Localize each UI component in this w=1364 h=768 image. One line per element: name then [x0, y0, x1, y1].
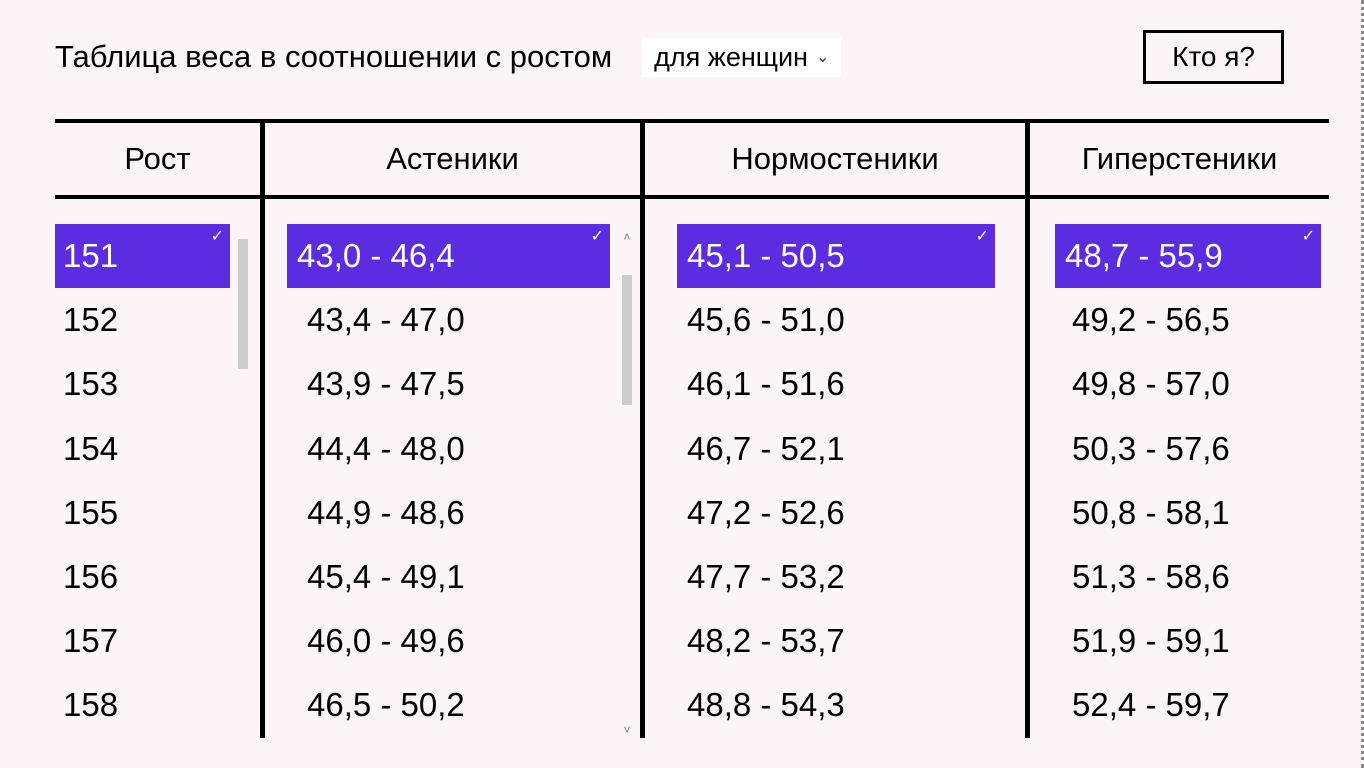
- normo-cell[interactable]: 47,2 - 52,6: [645, 481, 1025, 545]
- normo-column: 45,1 - 50,5 ✓ 45,6 - 51,0 46,1 - 51,6 46…: [640, 199, 1025, 738]
- asthenic-cell[interactable]: 43,9 - 47,5: [265, 352, 640, 416]
- asthenic-cell[interactable]: 46,5 - 50,2: [265, 673, 640, 737]
- hyper-list[interactable]: 48,7 - 55,9 ✓ 49,2 - 56,5 49,8 - 57,0 50…: [1030, 199, 1329, 738]
- height-cell[interactable]: 157: [55, 609, 260, 673]
- scrollbar[interactable]: ˄ ˅: [618, 229, 636, 738]
- scroll-down-icon[interactable]: ˅: [623, 722, 630, 738]
- hyper-cell[interactable]: 52,4 - 59,7: [1030, 673, 1329, 737]
- scroll-thumb[interactable]: [238, 239, 248, 369]
- asthenic-cell[interactable]: 44,9 - 48,6: [265, 481, 640, 545]
- hyper-cell[interactable]: 49,8 - 57,0: [1030, 352, 1329, 416]
- check-icon: ✓: [211, 226, 224, 248]
- scroll-thumb[interactable]: [622, 275, 632, 405]
- height-cell[interactable]: 151 ✓: [55, 224, 230, 288]
- asthenic-column: 43,0 - 46,4 ✓ 43,4 - 47,0 43,9 - 47,5 44…: [260, 199, 640, 738]
- scroll-up-icon[interactable]: ˄: [623, 229, 630, 245]
- normo-cell[interactable]: 46,7 - 52,1: [645, 417, 1025, 481]
- scrollbar[interactable]: [234, 229, 252, 758]
- hyper-cell[interactable]: 49,2 - 56,5: [1030, 288, 1329, 352]
- normo-cell[interactable]: 46,1 - 51,6: [645, 352, 1025, 416]
- col-header-height: Рост: [55, 123, 260, 195]
- chevron-down-icon: ⌄: [816, 47, 829, 67]
- table-header-row: Рост Астеники Нормостеники Гиперстеники: [55, 123, 1329, 199]
- who-am-i-button[interactable]: Кто я?: [1143, 30, 1284, 84]
- check-icon: ✓: [591, 226, 604, 248]
- normo-cell[interactable]: 45,1 - 50,5 ✓: [677, 224, 995, 288]
- hyper-column: 48,7 - 55,9 ✓ 49,2 - 56,5 49,8 - 57,0 50…: [1025, 199, 1329, 738]
- height-cell[interactable]: 155: [55, 481, 260, 545]
- normo-cell[interactable]: 47,7 - 53,2: [645, 545, 1025, 609]
- height-cell[interactable]: 158: [55, 673, 260, 737]
- asthenic-cell[interactable]: 46,0 - 49,6: [265, 609, 640, 673]
- table-body: 151 ✓ 152 153 154 155 156 157 158: [55, 199, 1329, 738]
- normo-cell[interactable]: 45,6 - 51,0: [645, 288, 1025, 352]
- hyper-cell[interactable]: 51,3 - 58,6: [1030, 545, 1329, 609]
- gender-dropdown[interactable]: для женщин ⌄: [642, 38, 841, 77]
- col-header-asthenic: Астеники: [260, 123, 640, 195]
- col-header-hyper: Гиперстеники: [1025, 123, 1329, 195]
- height-cell[interactable]: 153: [55, 352, 260, 416]
- col-header-normo: Нормостеники: [640, 123, 1025, 195]
- check-icon: ✓: [1302, 226, 1315, 248]
- app-container: Таблица веса в соотношении с ростом для …: [0, 0, 1364, 738]
- weight-table: Рост Астеники Нормостеники Гиперстеники …: [55, 119, 1329, 738]
- height-cell[interactable]: 152: [55, 288, 260, 352]
- height-column: 151 ✓ 152 153 154 155 156 157 158: [55, 199, 260, 738]
- normo-cell[interactable]: 48,2 - 53,7: [645, 609, 1025, 673]
- asthenic-cell[interactable]: 43,4 - 47,0: [265, 288, 640, 352]
- asthenic-list[interactable]: 43,0 - 46,4 ✓ 43,4 - 47,0 43,9 - 47,5 44…: [265, 199, 640, 738]
- asthenic-cell[interactable]: 44,4 - 48,0: [265, 417, 640, 481]
- header-row: Таблица веса в соотношении с ростом для …: [55, 30, 1329, 84]
- height-cell[interactable]: 156: [55, 545, 260, 609]
- check-icon: ✓: [976, 226, 989, 248]
- hyper-cell[interactable]: 51,9 - 59,1: [1030, 609, 1329, 673]
- hyper-cell[interactable]: 50,3 - 57,6: [1030, 417, 1329, 481]
- hyper-cell[interactable]: 50,8 - 58,1: [1030, 481, 1329, 545]
- asthenic-cell[interactable]: 45,4 - 49,1: [265, 545, 640, 609]
- height-list[interactable]: 151 ✓ 152 153 154 155 156 157 158: [55, 199, 260, 738]
- hyper-cell[interactable]: 48,7 - 55,9 ✓: [1055, 224, 1321, 288]
- height-cell[interactable]: 154: [55, 417, 260, 481]
- page-title: Таблица веса в соотношении с ростом: [55, 39, 612, 75]
- window-edge: [1360, 0, 1364, 768]
- normo-list[interactable]: 45,1 - 50,5 ✓ 45,6 - 51,0 46,1 - 51,6 46…: [645, 199, 1025, 738]
- normo-cell[interactable]: 48,8 - 54,3: [645, 673, 1025, 737]
- asthenic-cell[interactable]: 43,0 - 46,4 ✓: [287, 224, 610, 288]
- dropdown-label: для женщин: [654, 42, 808, 73]
